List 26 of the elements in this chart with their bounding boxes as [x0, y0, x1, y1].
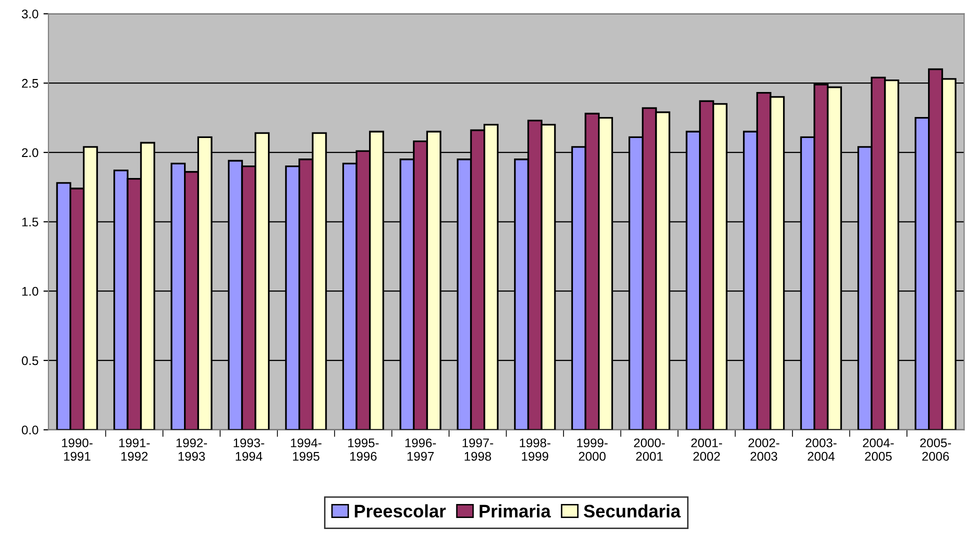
x-tick-label: 2004- 2005	[862, 438, 894, 461]
x-tick-label: 2001- 2002	[691, 438, 722, 461]
y-tick-label: 2.5	[22, 78, 38, 88]
x-tick-label: 1996- 1997	[405, 438, 436, 461]
x-tick-label: 1992- 1993	[176, 438, 207, 461]
y-tick-label: 0.5	[22, 356, 38, 366]
x-tick-label: 2000- 2001	[634, 438, 665, 461]
x-tick-label: 1993- 1994	[234, 438, 264, 461]
x-tick-label: 1991- 1992	[119, 438, 150, 461]
y-tick-label: 0.0	[22, 426, 38, 434]
y-tick-label: 1.0	[22, 286, 38, 296]
y-tick-label: 2.0	[22, 148, 38, 158]
legend-label: Preescolar	[354, 504, 446, 518]
x-tick-label: 2003- 2004	[806, 438, 837, 461]
x-tick-label: 1998- 1999	[520, 438, 550, 461]
x-tick-label: 1999- 2000	[577, 438, 608, 461]
x-tick-label: 2005- 2006	[920, 438, 951, 461]
x-tick-label: 1997- 1998	[462, 438, 494, 461]
x-tick-label: 1990- 1991	[62, 438, 92, 461]
legend-label: Primaria	[480, 504, 551, 518]
y-tick-label: 3.0	[22, 10, 38, 18]
x-tick-label: 1995- 1996	[348, 438, 379, 461]
legend-label: Secundaria	[584, 504, 681, 518]
x-tick-label: 1994- 1995	[290, 438, 322, 461]
x-tick-label: 2002- 2003	[748, 438, 780, 461]
y-tick-label: 1.5	[22, 218, 38, 226]
